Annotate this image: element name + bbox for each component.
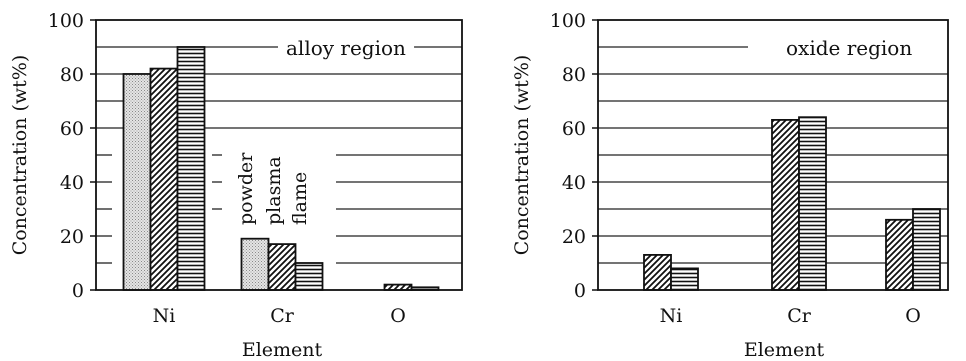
bar-plasma-ni bbox=[643, 253, 672, 291]
y-axis-title: Concentration (wt%) bbox=[511, 55, 533, 256]
y-tick-label: 20 bbox=[60, 226, 84, 248]
y-tick-label: 0 bbox=[72, 280, 84, 302]
bar-plasma-o bbox=[885, 218, 914, 291]
bar-plasma-cr bbox=[771, 119, 800, 291]
bar-powder-cr bbox=[240, 237, 270, 291]
bar-powder-ni bbox=[122, 73, 152, 291]
annotation-bg bbox=[778, 35, 921, 63]
y-tick-label: 40 bbox=[60, 172, 84, 194]
y-tick-label: 60 bbox=[562, 118, 586, 140]
y-tick-label: 40 bbox=[562, 172, 586, 194]
y-tick-label: 100 bbox=[550, 10, 586, 32]
bar-flame-o bbox=[912, 208, 941, 291]
bar-plasma-ni bbox=[149, 67, 179, 291]
y-tick-label: 0 bbox=[574, 280, 586, 302]
y-tick-label: 80 bbox=[562, 64, 586, 86]
x-tick-label: Ni bbox=[153, 305, 176, 327]
region-annotation: alloy region bbox=[286, 36, 406, 60]
oxide-region-chart: 0 20 40 60 80 100 Ni Cr O Element Concentration (… bbox=[511, 10, 949, 361]
y-tick-label: 80 bbox=[60, 64, 84, 86]
bar-flame-cr bbox=[294, 262, 324, 291]
x-tick-label: Cr bbox=[270, 305, 295, 327]
bar-flame-cr bbox=[798, 116, 827, 291]
region-annotation: oxide region bbox=[786, 36, 912, 60]
legend-label-flame: flame bbox=[289, 172, 311, 225]
x-tick-label: Cr bbox=[787, 305, 812, 327]
y-axis-title: Concentration (wt%) bbox=[9, 55, 31, 256]
bar-plasma-cr bbox=[267, 243, 297, 291]
plot-frame bbox=[597, 19, 949, 291]
x-axis-title: Element bbox=[242, 339, 323, 361]
annotation-bg bbox=[278, 35, 415, 63]
bar-flame-ni bbox=[176, 46, 206, 291]
x-tick-label: Ni bbox=[660, 305, 683, 327]
x-tick-label: O bbox=[390, 305, 406, 327]
legend-label-plasma: plasma bbox=[263, 156, 285, 225]
y-tick-label: 60 bbox=[60, 118, 84, 140]
legend-label-powder: powder bbox=[235, 152, 257, 225]
alloy-region-chart: 0 20 40 60 80 100 Ni Cr O Element Concentration (… bbox=[9, 10, 463, 361]
bar-flame-ni bbox=[670, 267, 699, 291]
y-tick-label: 100 bbox=[48, 10, 84, 32]
plot-frame bbox=[95, 19, 463, 291]
x-axis-title: Element bbox=[744, 339, 825, 361]
x-tick-label: O bbox=[905, 305, 921, 327]
y-tick-label: 20 bbox=[562, 226, 586, 248]
